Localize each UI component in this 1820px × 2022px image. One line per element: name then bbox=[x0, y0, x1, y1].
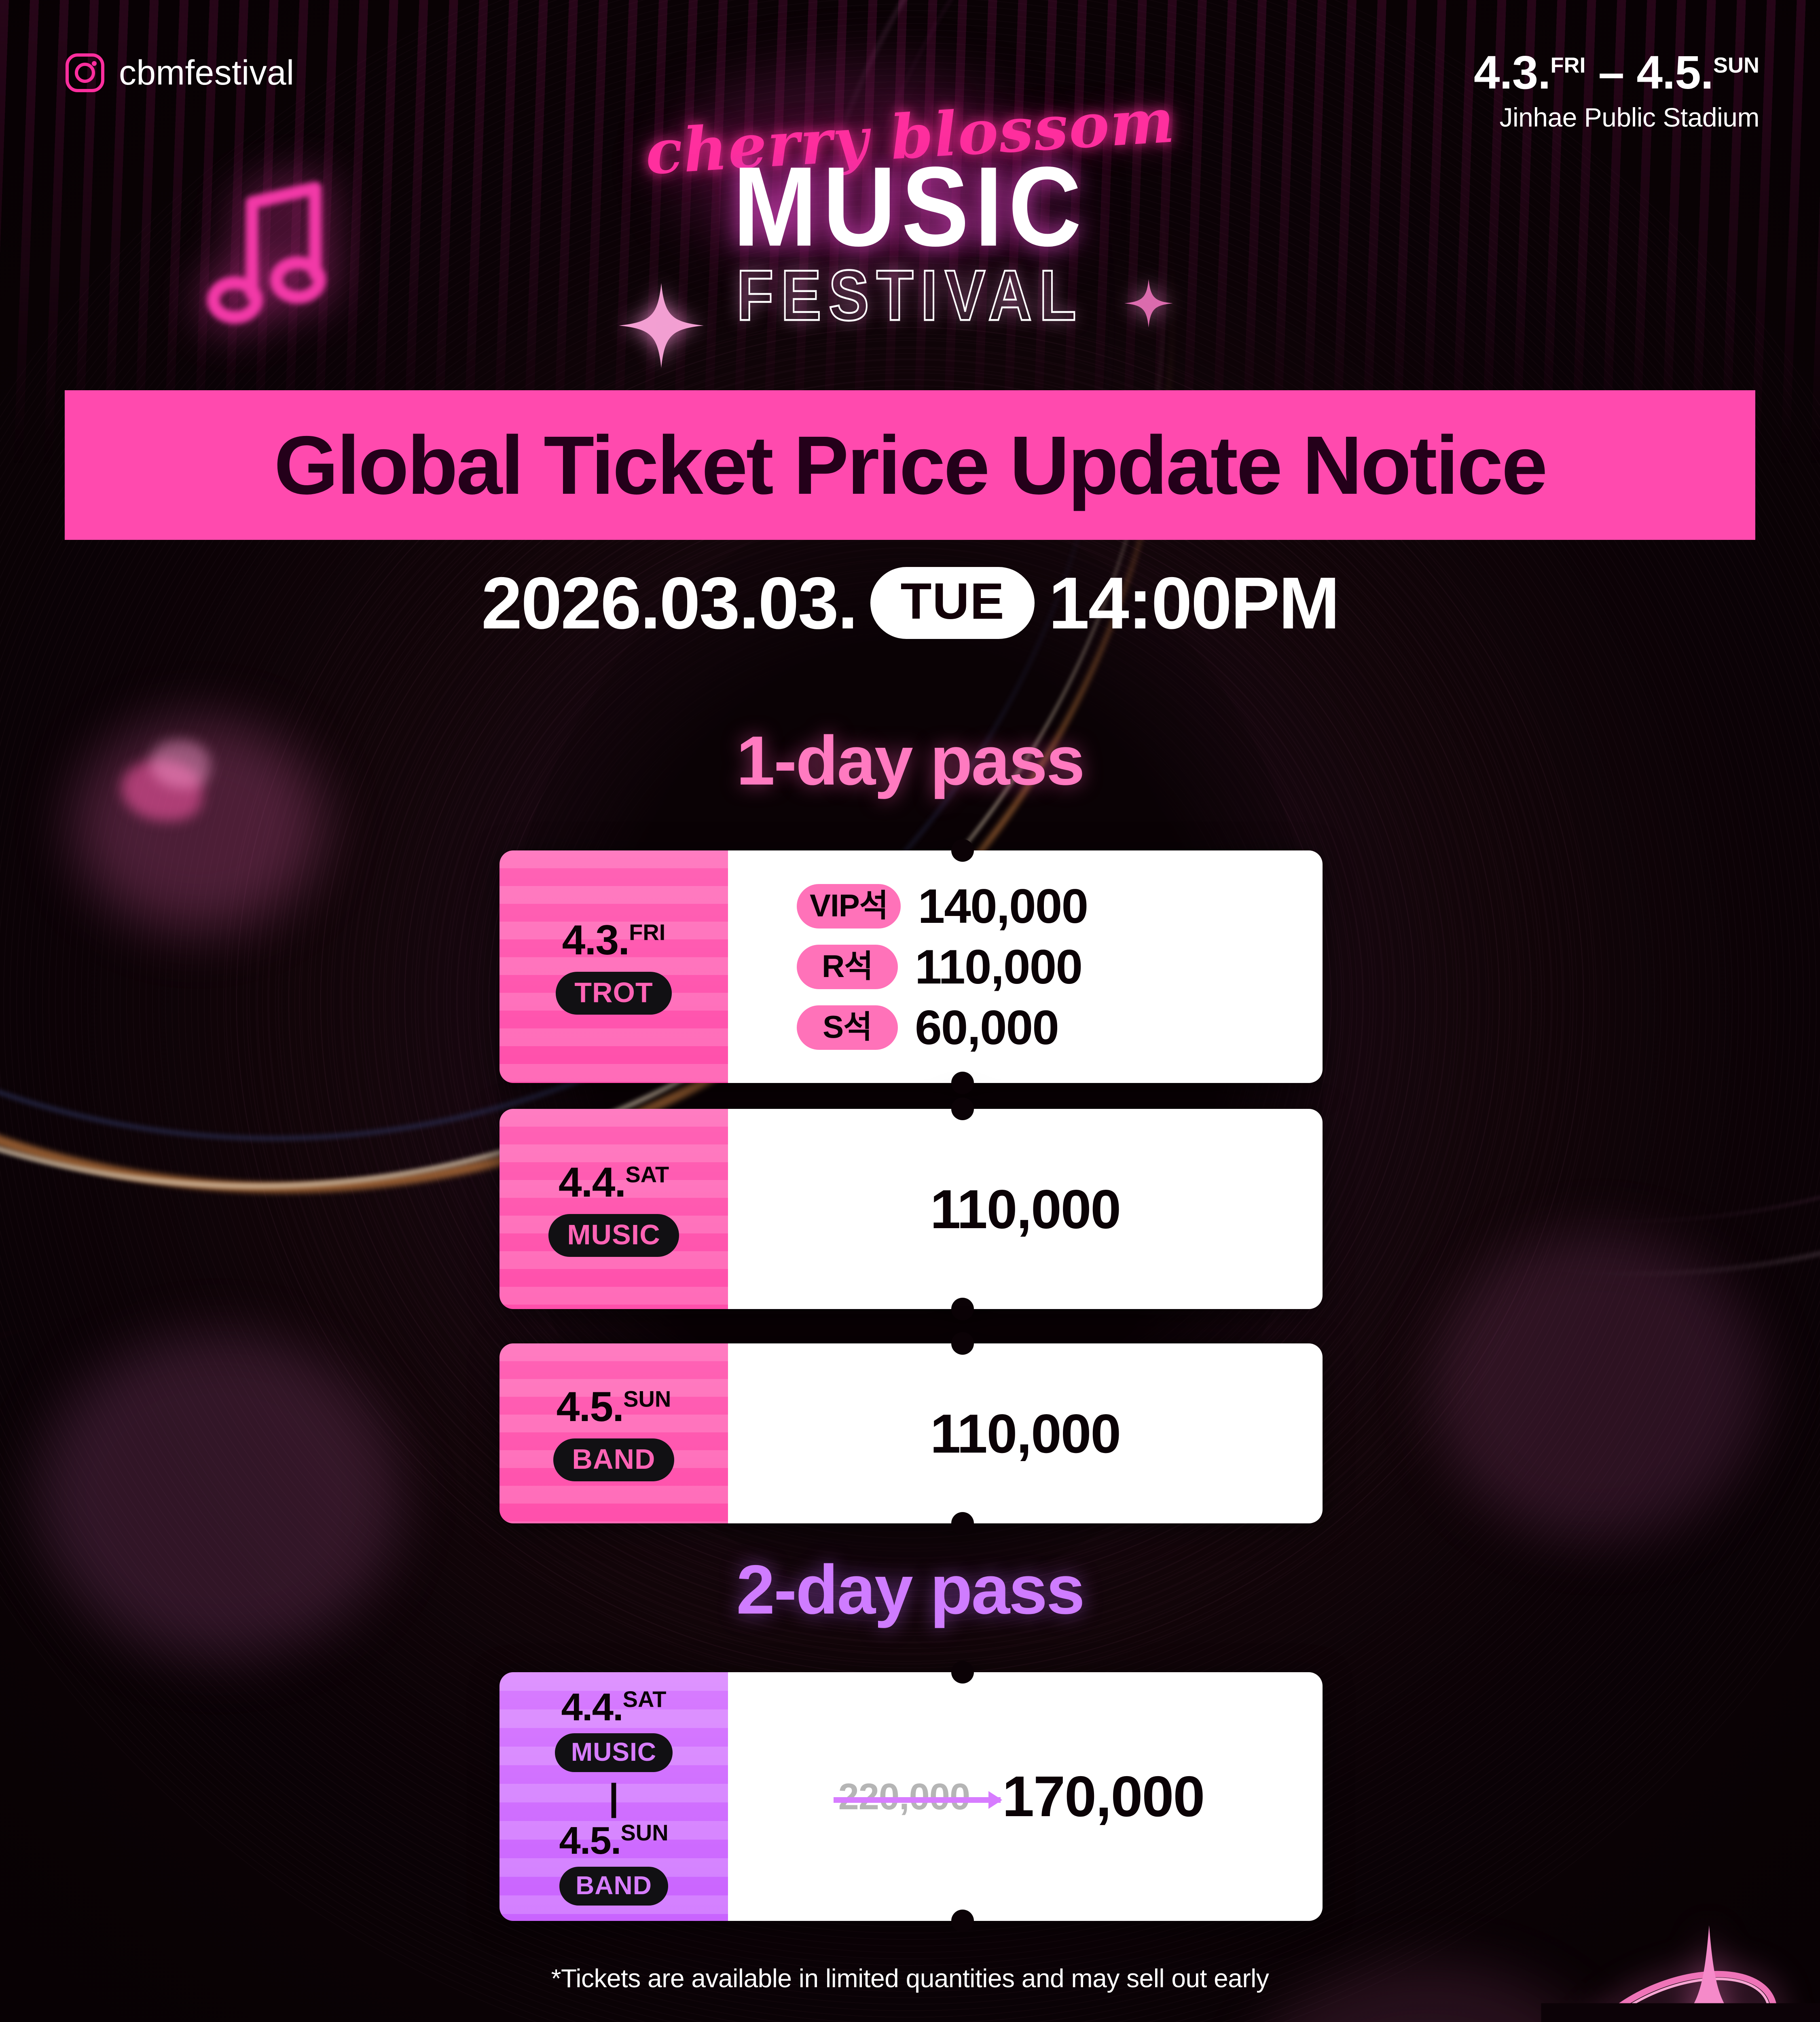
ticket-date-value: 4.5. bbox=[557, 1383, 623, 1430]
ticket-dow-value-b: SUN bbox=[620, 1820, 668, 1845]
ticket-stub-sun: 4.5.SUN BAND bbox=[499, 1343, 728, 1523]
price-amount-sun: 110,000 bbox=[728, 1406, 1323, 1461]
perforation-notch-top bbox=[951, 1098, 974, 1120]
price-deal-two-day: 220,000 170,000 bbox=[728, 1768, 1323, 1825]
ticket-dow-value: SAT bbox=[625, 1161, 669, 1187]
ticket-body-two-day: 220,000 170,000 bbox=[728, 1672, 1323, 1921]
perforation-notch-bottom bbox=[951, 1910, 974, 1932]
ticket-dow-value: FRI bbox=[629, 919, 665, 945]
instagram-handle-label: cbmfestival bbox=[119, 55, 294, 90]
ticket-date-value: 4.4. bbox=[559, 1159, 625, 1206]
section-heading-one-day: 1-day pass bbox=[0, 726, 1820, 795]
ticket-genre-fri: TROT bbox=[556, 972, 672, 1015]
perforation-notch-top bbox=[951, 1661, 974, 1684]
logo-main-text: MUSIC bbox=[0, 154, 1820, 259]
seat-badge-vip: VIP석 bbox=[797, 884, 901, 929]
announcement-time: 14:00PM bbox=[1048, 566, 1339, 640]
ticket-body-sun: 110,000 bbox=[728, 1343, 1323, 1523]
price-amount-s: 60,000 bbox=[915, 1003, 1058, 1052]
ticket-separator: | bbox=[609, 1779, 619, 1816]
announcement-datetime: 2026.03.03. TUE 14:00PM bbox=[0, 566, 1820, 640]
ticket-stub-sat: 4.4.SAT MUSIC bbox=[499, 1109, 728, 1309]
ticket-card-fri[interactable]: 4.3.FRI TROT VIP석 140,000 R석 110,000 bbox=[499, 850, 1323, 1083]
ticket-date-fri: 4.3.FRI bbox=[562, 919, 666, 961]
price-amount-vip: 140,000 bbox=[918, 882, 1088, 931]
event-date-range: 4.3.FRI – 4.5.SUN bbox=[1474, 49, 1759, 96]
price-row-r: R석 110,000 bbox=[797, 943, 1088, 991]
ticket-card-two-day[interactable]: 4.4.SAT MUSIC | 4.5.SUN BAND 220,000 170… bbox=[499, 1672, 1323, 1921]
price-amount-r: 110,000 bbox=[915, 943, 1082, 991]
title-banner: Global Ticket Price Update Notice bbox=[65, 390, 1755, 540]
ticket-stub-fri: 4.3.FRI TROT bbox=[499, 850, 728, 1083]
ticket-date-value: 4.3. bbox=[562, 917, 629, 964]
ticket-date-sat: 4.4.SAT bbox=[559, 1161, 669, 1203]
page-title: Global Ticket Price Update Notice bbox=[274, 424, 1546, 507]
price-row-s: S석 60,000 bbox=[797, 1003, 1088, 1052]
ticket-date-two-day-a: 4.4.SAT bbox=[561, 1688, 667, 1727]
ticket-genre-sat: MUSIC bbox=[548, 1214, 679, 1257]
price-strike-arrow-icon bbox=[834, 1797, 1001, 1803]
perforation-notch-bottom bbox=[951, 1072, 974, 1094]
logo-sub-text: FESTIVAL bbox=[0, 258, 1820, 333]
date-dash: – 4.5. bbox=[1586, 46, 1713, 99]
old-price-value: 220,000 bbox=[838, 1776, 970, 1817]
footnote-text: *Tickets are available in limited quanti… bbox=[0, 1963, 1820, 1993]
seat-badge-r: R석 bbox=[797, 945, 898, 989]
ticket-date-sun: 4.5.SUN bbox=[557, 1386, 671, 1428]
ticket-body-sat: 110,000 bbox=[728, 1109, 1323, 1309]
ticket-stub-two-day: 4.4.SAT MUSIC | 4.5.SUN BAND bbox=[499, 1672, 728, 1921]
ticket-card-sat[interactable]: 4.4.SAT MUSIC 110,000 bbox=[499, 1109, 1323, 1309]
content-layer: cbmfestival 4.3.FRI – 4.5.SUN Jinhae Pub… bbox=[0, 0, 1820, 2022]
seat-badge-s: S석 bbox=[797, 1005, 898, 1050]
section-heading-two-day: 2-day pass bbox=[0, 1555, 1820, 1624]
price-list-fri: VIP석 140,000 R석 110,000 S석 60,000 bbox=[728, 882, 1088, 1052]
instagram-icon bbox=[65, 53, 105, 93]
price-row-vip: VIP석 140,000 bbox=[797, 882, 1088, 931]
ticket-date-value-a: 4.4. bbox=[561, 1686, 623, 1729]
perforation-notch-top bbox=[951, 839, 974, 862]
ticket-date-value-b: 4.5. bbox=[559, 1819, 620, 1862]
old-price-two-day: 220,000 bbox=[838, 1778, 970, 1815]
ticket-genre-two-day-b: BAND bbox=[559, 1867, 668, 1906]
announcement-date: 2026.03.03. bbox=[481, 566, 857, 640]
festival-logo: cherry blossom MUSIC FESTIVAL bbox=[0, 101, 1820, 328]
announcement-day-badge: TUE bbox=[870, 567, 1035, 639]
ticket-genre-sun: BAND bbox=[553, 1438, 674, 1481]
ticket-card-sun[interactable]: 4.5.SUN BAND 110,000 bbox=[499, 1343, 1323, 1523]
ticket-date-two-day-b: 4.5.SUN bbox=[559, 1821, 668, 1860]
perforation-notch-top bbox=[951, 1332, 974, 1355]
date-start-dow: FRI bbox=[1551, 53, 1586, 77]
ticket-dow-value-a: SAT bbox=[623, 1686, 667, 1712]
date-end-dow: SUN bbox=[1713, 53, 1759, 77]
ticket-genre-two-day-a: MUSIC bbox=[555, 1733, 673, 1772]
perforation-notch-bottom bbox=[951, 1512, 974, 1535]
instagram-handle[interactable]: cbmfestival bbox=[65, 53, 294, 93]
perforation-notch-bottom bbox=[951, 1298, 974, 1320]
date-start: 4.3. bbox=[1474, 46, 1550, 99]
new-price-two-day: 170,000 bbox=[1002, 1768, 1204, 1825]
ticket-dow-value: SUN bbox=[623, 1386, 671, 1411]
price-amount-sat: 110,000 bbox=[728, 1182, 1323, 1237]
poster-root: cbmfestival 4.3.FRI – 4.5.SUN Jinhae Pub… bbox=[0, 0, 1820, 2022]
ticket-body-fri: VIP석 140,000 R석 110,000 S석 60,000 bbox=[728, 850, 1323, 1083]
